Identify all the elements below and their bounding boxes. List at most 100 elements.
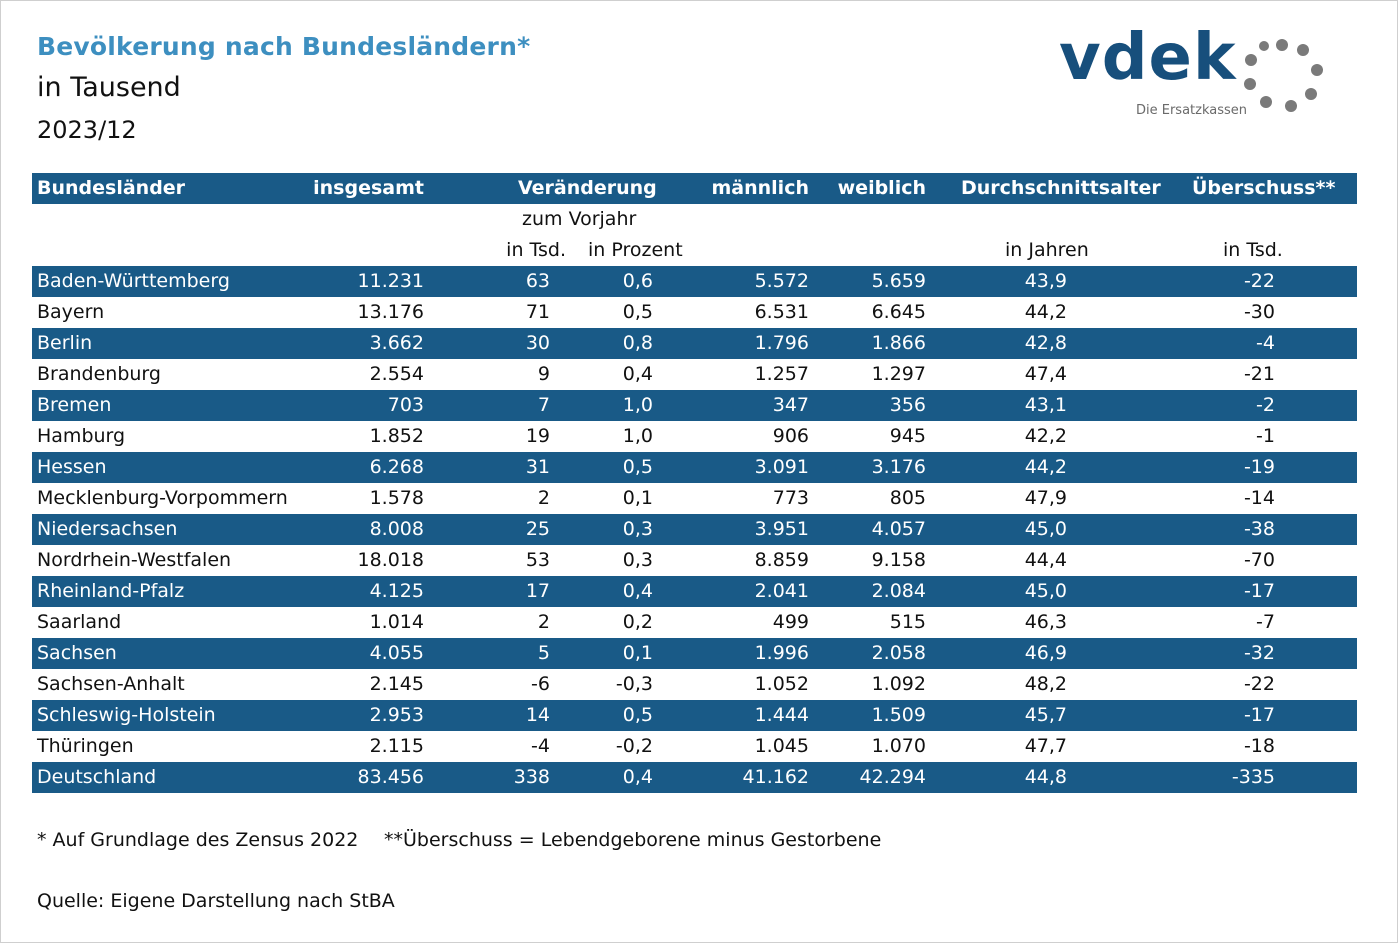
- cell-ueberschuss: -1: [1256, 425, 1275, 447]
- table-row: Baden-Württemberg 11.231 63 0,6 5.572 5.659 43…: [32, 266, 1357, 297]
- cell-veraenderung-tsd: -4: [531, 735, 550, 757]
- logo-ring-icon: [1244, 39, 1323, 112]
- cell-insgesamt: 18.018: [357, 549, 424, 571]
- cell-maennlich: 2.041: [754, 580, 809, 602]
- table-row: Saarland 1.014 2 0,2 499 515 46,3 -7: [32, 607, 1357, 638]
- cell-weiblich: 5.659: [871, 270, 926, 292]
- footnote-ueberschuss: **Überschuss = Lebendgeborene minus Gest…: [384, 829, 882, 851]
- cell-veraenderung-prozent: 0,5: [622, 704, 653, 726]
- cell-maennlich: 6.531: [754, 301, 809, 323]
- cell-weiblich: 1.866: [871, 332, 926, 354]
- cell-land: Nordrhein-Westfalen: [37, 549, 232, 571]
- cell-veraenderung-prozent: 0,6: [622, 270, 653, 292]
- cell-veraenderung-tsd: 30: [525, 332, 550, 354]
- table-row: Niedersachsen 8.008 25 0,3 3.951 4.057 45,0 -38: [32, 514, 1357, 545]
- cell-veraenderung-prozent: -0,3: [615, 673, 653, 695]
- cell-land: Thüringen: [37, 735, 134, 757]
- cell-maennlich: 1.444: [754, 704, 809, 726]
- subheader-in-tsd: in Tsd.: [506, 239, 566, 261]
- cell-durchschnittsalter: 45,7: [1024, 704, 1067, 726]
- cell-ueberschuss: -4: [1256, 332, 1275, 354]
- population-table: Bundesländer insgesamt Veränderung männl…: [32, 173, 1357, 793]
- cell-durchschnittsalter: 42,2: [1024, 425, 1067, 447]
- cell-maennlich: 1.796: [754, 332, 809, 354]
- cell-insgesamt: 83.456: [357, 766, 424, 788]
- cell-maennlich: 41.162: [742, 766, 809, 788]
- cell-ueberschuss: -19: [1243, 456, 1275, 478]
- cell-insgesamt: 4.125: [369, 580, 424, 602]
- cell-veraenderung-prozent: 1,0: [622, 425, 653, 447]
- cell-land: Saarland: [37, 611, 122, 633]
- cell-durchschnittsalter: 44,2: [1024, 456, 1067, 478]
- cell-insgesamt: 8.008: [369, 518, 424, 540]
- table-row: Schleswig-Holstein 2.953 14 0,5 1.444 1.509 45…: [32, 700, 1357, 731]
- cell-land: Sachsen-Anhalt: [37, 673, 185, 695]
- subheader-surplus-in-tsd: in Tsd.: [1223, 239, 1283, 261]
- cell-durchschnittsalter: 44,8: [1024, 766, 1067, 788]
- cell-veraenderung-prozent: 0,5: [622, 301, 653, 323]
- cell-insgesamt: 1.578: [369, 487, 424, 509]
- cell-weiblich: 42.294: [859, 766, 926, 788]
- cell-maennlich: 5.572: [754, 270, 809, 292]
- cell-land: Bayern: [37, 301, 105, 323]
- cell-veraenderung-prozent: -0,2: [615, 735, 653, 757]
- table-row: Nordrhein-Westfalen 18.018 53 0,3 8.859 9.158…: [32, 545, 1357, 576]
- cell-land: Baden-Württemberg: [37, 270, 230, 292]
- cell-veraenderung-tsd: 14: [525, 704, 550, 726]
- cell-land: Hamburg: [37, 425, 126, 447]
- header-maennlich: männlich: [711, 177, 810, 199]
- table-row: Thüringen 2.115 -4 -0,2 1.045 1.070 47,7 -18: [32, 731, 1357, 762]
- cell-weiblich: 2.084: [871, 580, 926, 602]
- cell-land: Berlin: [37, 332, 93, 354]
- table-header-row: Bundesländer insgesamt Veränderung männl…: [32, 173, 1357, 204]
- cell-weiblich: 4.057: [871, 518, 926, 540]
- table-row: Sachsen 4.055 5 0,1 1.996 2.058 46,9 -32: [32, 638, 1357, 669]
- cell-maennlich: 1.996: [754, 642, 809, 664]
- cell-insgesamt: 4.055: [369, 642, 424, 664]
- cell-weiblich: 1.092: [871, 673, 926, 695]
- cell-maennlich: 773: [772, 487, 809, 509]
- cell-veraenderung-prozent: 0,1: [622, 642, 653, 664]
- table-row: Sachsen-Anhalt 2.145 -6 -0,3 1.052 1.092 48,2 -…: [32, 669, 1357, 700]
- cell-veraenderung-tsd: 31: [525, 456, 550, 478]
- footnote-zensus: * Auf Grundlage des Zensus 2022: [37, 829, 359, 851]
- cell-land: Sachsen: [37, 642, 117, 664]
- cell-ueberschuss: -17: [1243, 704, 1275, 726]
- header-veraenderung: Veränderung: [518, 177, 657, 199]
- cell-veraenderung-prozent: 0,5: [622, 456, 653, 478]
- cell-insgesamt: 13.176: [357, 301, 424, 323]
- cell-land: Deutschland: [37, 766, 157, 788]
- cell-maennlich: 3.951: [754, 518, 809, 540]
- cell-durchschnittsalter: 48,2: [1024, 673, 1067, 695]
- cell-insgesamt: 703: [387, 394, 424, 416]
- date-label: 2023/12: [37, 116, 137, 144]
- vdek-logo: vdek Die Ersatzkassen: [1056, 26, 1331, 124]
- header-insgesamt: insgesamt: [313, 177, 424, 199]
- table-subheader-row-1: zum Vorjahr: [32, 204, 1357, 235]
- cell-land: Rheinland-Pfalz: [37, 580, 185, 602]
- table-row: Berlin 3.662 30 0,8 1.796 1.866 42,8 -4: [32, 328, 1357, 359]
- cell-maennlich: 499: [772, 611, 809, 633]
- page-title: Bevölkerung nach Bundesländern*: [37, 32, 531, 61]
- cell-land: Hessen: [37, 456, 107, 478]
- cell-veraenderung-tsd: 53: [525, 549, 550, 571]
- cell-land: Niedersachsen: [37, 518, 178, 540]
- subheader-in-prozent: in Prozent: [588, 239, 683, 261]
- cell-weiblich: 9.158: [871, 549, 926, 571]
- cell-ueberschuss: -335: [1231, 766, 1275, 788]
- cell-insgesamt: 1.852: [369, 425, 424, 447]
- cell-insgesamt: 3.662: [369, 332, 424, 354]
- cell-veraenderung-tsd: 2: [537, 487, 550, 509]
- cell-weiblich: 1.509: [871, 704, 926, 726]
- table-row: Brandenburg 2.554 9 0,4 1.257 1.297 47,4 -21: [32, 359, 1357, 390]
- header-ueberschuss: Überschuss**: [1192, 177, 1336, 199]
- cell-veraenderung-prozent: 0,1: [622, 487, 653, 509]
- cell-ueberschuss: -2: [1256, 394, 1275, 416]
- header-weiblich: weiblich: [837, 177, 926, 199]
- cell-veraenderung-prozent: 1,0: [622, 394, 653, 416]
- cell-insgesamt: 1.014: [369, 611, 424, 633]
- cell-durchschnittsalter: 43,1: [1024, 394, 1067, 416]
- cell-ueberschuss: -7: [1256, 611, 1275, 633]
- cell-durchschnittsalter: 42,8: [1024, 332, 1067, 354]
- cell-durchschnittsalter: 46,9: [1024, 642, 1067, 664]
